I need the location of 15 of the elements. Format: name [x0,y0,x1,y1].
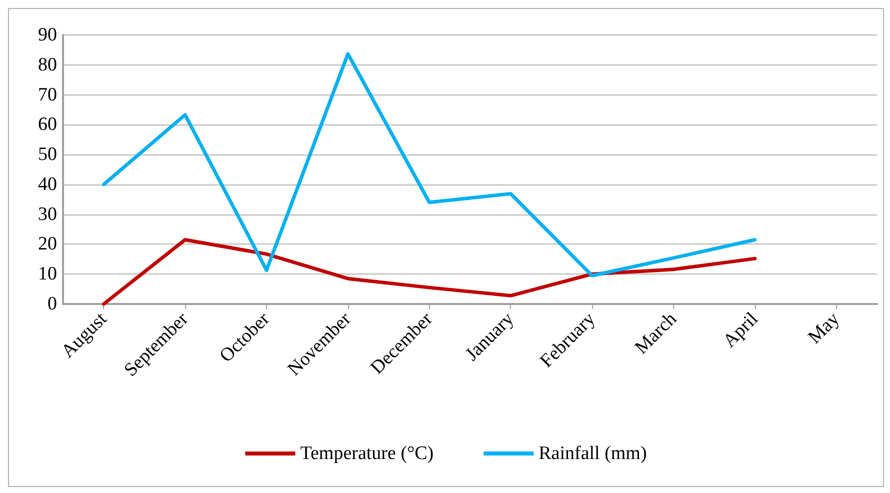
legend-label: Rainfall (mm) [538,443,647,464]
y-tick-label: 0 [48,294,57,314]
legend-label: Temperature (°C) [300,443,434,464]
y-tick-label: 70 [38,84,57,106]
y-tick-label: 30 [38,204,57,225]
line-series [102,238,757,306]
line-series [102,52,757,278]
y-tick-label: 10 [38,264,57,285]
y-tick-label: 60 [38,114,57,136]
x-tick-label: May [804,308,844,348]
y-tick-label: 50 [38,144,57,166]
y-tick-label: 20 [38,234,57,255]
y-tick-label: 80 [38,54,57,76]
y-tick-label: 40 [38,174,57,195]
y-tick-label: 90 [38,24,57,46]
